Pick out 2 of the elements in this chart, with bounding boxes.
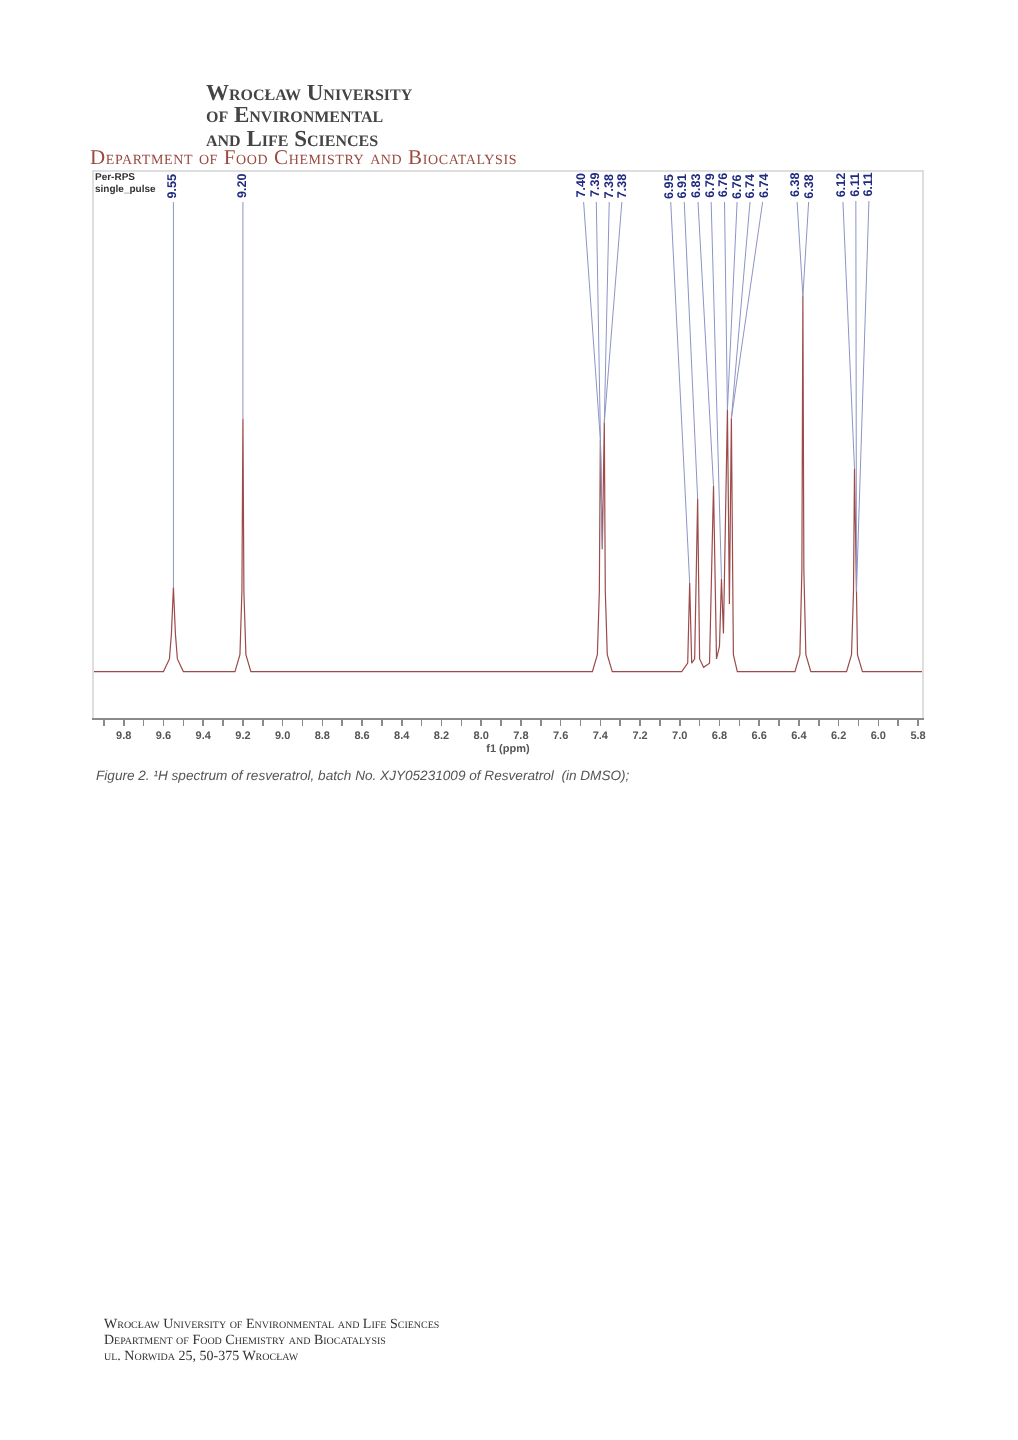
chart-title: Wrocław University of Environmental and Life Sciences <box>206 81 413 151</box>
chart-subtitle: Department of Food Chemistry and Biocatalysis <box>90 148 518 170</box>
